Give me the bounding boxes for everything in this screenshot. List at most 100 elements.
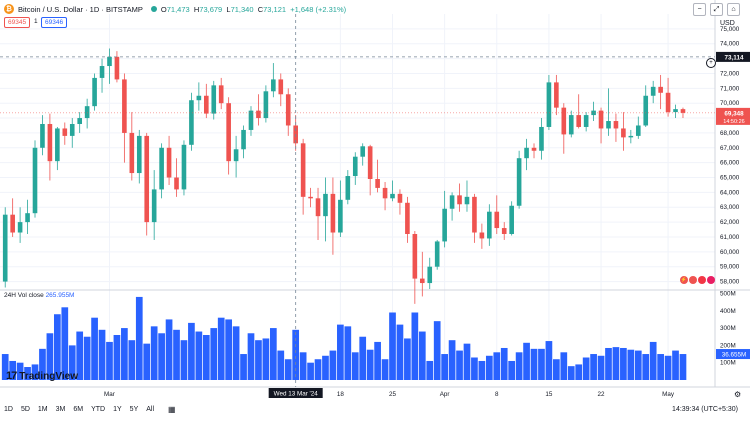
candle[interactable] bbox=[166, 147, 172, 178]
candle[interactable] bbox=[323, 193, 328, 217]
snapshot-icon[interactable]: ⌂ bbox=[727, 3, 740, 16]
volume-bar[interactable] bbox=[620, 347, 627, 380]
clock-time[interactable]: 14:39:34 (UTC+5:30) bbox=[672, 406, 738, 413]
volume-bar[interactable] bbox=[9, 360, 17, 380]
volume-bar[interactable] bbox=[418, 331, 426, 380]
volume-bar[interactable] bbox=[642, 354, 650, 380]
candle[interactable] bbox=[650, 86, 656, 96]
volume-bar[interactable] bbox=[322, 355, 329, 380]
volume-bar[interactable] bbox=[31, 364, 39, 380]
candle[interactable] bbox=[427, 266, 433, 284]
candle[interactable] bbox=[561, 107, 567, 135]
volume-bar[interactable] bbox=[463, 343, 471, 380]
event-markers[interactable]: ⚡ bbox=[680, 276, 715, 284]
candle[interactable] bbox=[405, 202, 410, 234]
candle[interactable] bbox=[434, 241, 440, 267]
flag-icon[interactable] bbox=[698, 276, 706, 284]
candle[interactable] bbox=[174, 177, 179, 190]
candle[interactable] bbox=[300, 143, 306, 197]
timeframe-1y[interactable]: 1Y bbox=[113, 406, 122, 413]
volume-bar[interactable] bbox=[180, 340, 188, 380]
sell-button[interactable]: 69345 bbox=[4, 17, 31, 28]
candle[interactable] bbox=[17, 222, 23, 233]
candle[interactable] bbox=[338, 199, 343, 233]
candle[interactable] bbox=[643, 95, 649, 126]
volume-bar[interactable] bbox=[597, 355, 605, 380]
volume-bar[interactable] bbox=[173, 329, 180, 380]
volume-bar[interactable] bbox=[53, 314, 61, 380]
volume-bar[interactable] bbox=[24, 367, 31, 380]
candle[interactable] bbox=[472, 196, 477, 233]
volume-bar[interactable] bbox=[679, 354, 687, 380]
candle[interactable] bbox=[47, 124, 53, 162]
candle[interactable] bbox=[129, 132, 135, 174]
timeframe-5d[interactable]: 5D bbox=[20, 406, 30, 413]
volume-bar[interactable] bbox=[471, 357, 478, 381]
volume-bar[interactable] bbox=[612, 347, 620, 380]
candle[interactable] bbox=[271, 79, 276, 92]
candle[interactable] bbox=[203, 95, 209, 114]
volume-bar[interactable] bbox=[433, 321, 441, 380]
volume-bar[interactable] bbox=[530, 348, 538, 380]
candle[interactable] bbox=[509, 205, 514, 234]
volume-bar[interactable] bbox=[158, 333, 165, 380]
minimize-icon[interactable]: − bbox=[693, 3, 706, 16]
timeframe-5y[interactable]: 5Y bbox=[129, 406, 139, 413]
volume-bar[interactable] bbox=[523, 342, 530, 380]
candle[interactable] bbox=[84, 106, 90, 119]
volume-bar[interactable] bbox=[605, 347, 612, 380]
timeframe-1d[interactable]: 1D bbox=[4, 406, 13, 413]
volume-bar[interactable] bbox=[441, 354, 448, 380]
volume-bar[interactable] bbox=[329, 350, 337, 380]
candle[interactable] bbox=[55, 128, 60, 162]
candle[interactable] bbox=[25, 213, 30, 223]
candle[interactable] bbox=[494, 211, 500, 229]
volume-bar[interactable] bbox=[478, 360, 486, 380]
candle[interactable] bbox=[136, 135, 142, 174]
volume-bar[interactable] bbox=[210, 328, 218, 380]
candle[interactable] bbox=[546, 82, 552, 127]
candle[interactable] bbox=[107, 56, 112, 67]
volume-bar[interactable] bbox=[202, 335, 210, 380]
volume-bar[interactable] bbox=[634, 350, 642, 380]
volume-bar[interactable] bbox=[381, 359, 389, 380]
volume-bar[interactable] bbox=[560, 352, 568, 380]
candle[interactable] bbox=[576, 115, 582, 127]
volume-bar[interactable] bbox=[188, 322, 195, 380]
candle[interactable] bbox=[412, 234, 418, 279]
volume-bar[interactable] bbox=[307, 362, 314, 380]
currency-label[interactable]: USD bbox=[720, 20, 735, 27]
quantity-field[interactable]: 1 bbox=[31, 17, 41, 26]
volume-bar[interactable] bbox=[515, 352, 523, 380]
volume-bar[interactable] bbox=[39, 348, 46, 380]
volume-bar[interactable] bbox=[121, 328, 128, 380]
candle[interactable] bbox=[680, 109, 686, 113]
candle[interactable] bbox=[554, 82, 559, 108]
candle[interactable] bbox=[524, 147, 529, 159]
timeframe-3m[interactable]: 3M bbox=[55, 406, 66, 413]
volume-bar[interactable] bbox=[46, 333, 54, 380]
candle[interactable] bbox=[233, 149, 239, 162]
candle[interactable] bbox=[278, 79, 284, 95]
volume-bar[interactable] bbox=[456, 350, 463, 380]
candle[interactable] bbox=[330, 193, 336, 233]
timeframe-ytd[interactable]: YTD bbox=[91, 406, 106, 413]
candle[interactable] bbox=[665, 92, 671, 113]
candle[interactable] bbox=[397, 193, 403, 203]
candle[interactable] bbox=[487, 211, 492, 239]
volume-bar[interactable] bbox=[493, 352, 501, 380]
candle[interactable] bbox=[32, 147, 38, 214]
calendar-icon[interactable]: ▦ bbox=[168, 405, 176, 414]
volume-bar[interactable] bbox=[98, 329, 106, 380]
volume-bar[interactable] bbox=[404, 338, 411, 380]
candle[interactable] bbox=[226, 103, 231, 162]
candle[interactable] bbox=[308, 196, 313, 199]
volume-bar[interactable] bbox=[269, 328, 277, 380]
candle[interactable] bbox=[382, 187, 388, 199]
candle[interactable] bbox=[263, 91, 269, 119]
volume-bar[interactable] bbox=[396, 324, 404, 380]
candle[interactable] bbox=[419, 278, 425, 284]
candle[interactable] bbox=[606, 121, 611, 129]
candle[interactable] bbox=[315, 198, 321, 217]
volume-bar[interactable] bbox=[582, 357, 590, 381]
